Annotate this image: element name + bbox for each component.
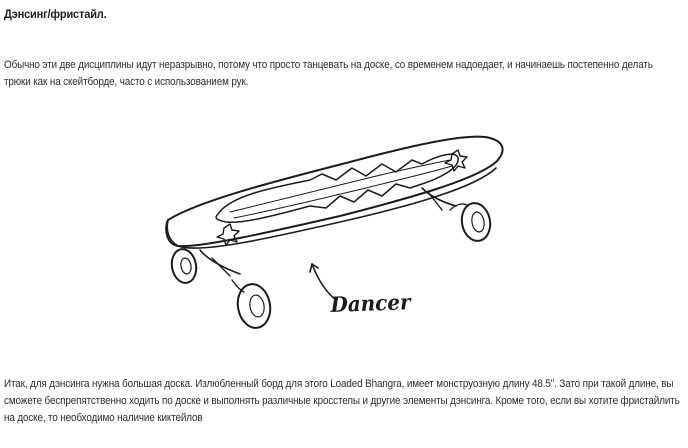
rear-bolt-star xyxy=(216,223,240,246)
rear-wheel-left xyxy=(170,248,198,284)
figure-caption: Dancer xyxy=(330,289,411,317)
intro-paragraph: Обычно эти две дисциплины идут неразрывн… xyxy=(4,59,653,88)
deck-outline xyxy=(165,135,504,248)
body-paragraph: Итак, для дэнсинга нужна большая доска. … xyxy=(4,378,680,424)
caption-arrow xyxy=(311,263,337,301)
rear-wheel-right xyxy=(236,283,272,329)
front-bolt-star xyxy=(444,149,468,172)
grip-tape xyxy=(215,153,459,224)
longboard-illustration xyxy=(165,135,504,329)
rear-truck xyxy=(199,249,241,275)
front-wheel xyxy=(460,202,492,242)
article-title: Дэнсинг/фристайл. xyxy=(4,7,107,21)
deck-side xyxy=(177,167,497,249)
front-truck xyxy=(421,187,457,207)
